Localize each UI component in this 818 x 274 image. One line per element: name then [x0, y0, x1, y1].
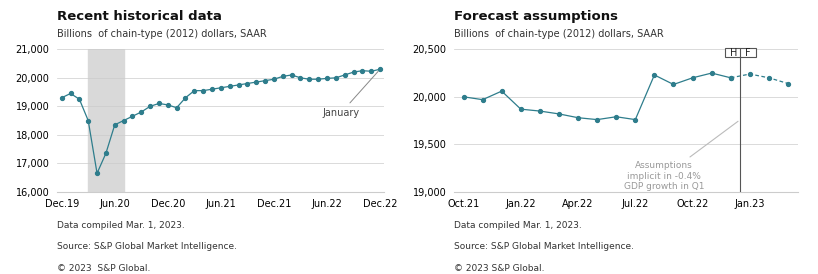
Text: Billions  of chain-type (2012) dollars, SAAR: Billions of chain-type (2012) dollars, S…	[454, 29, 663, 39]
Text: January: January	[322, 71, 378, 118]
Text: Source: S&P Global Market Intelligence.: Source: S&P Global Market Intelligence.	[454, 242, 634, 252]
FancyBboxPatch shape	[725, 48, 756, 57]
Text: © 2023 S&P Global.: © 2023 S&P Global.	[454, 264, 545, 273]
Text: H: H	[730, 48, 737, 58]
Text: Assumptions
implicit in -0.4%
GDP growth in Q1: Assumptions implicit in -0.4% GDP growth…	[623, 121, 738, 191]
Text: Recent historical data: Recent historical data	[57, 10, 222, 22]
Text: Source: S&P Global Market Intelligence.: Source: S&P Global Market Intelligence.	[57, 242, 237, 252]
Text: Forecast assumptions: Forecast assumptions	[454, 10, 618, 22]
Bar	[88, 49, 124, 192]
Text: © 2023  S&P Global.: © 2023 S&P Global.	[57, 264, 151, 273]
Text: F: F	[745, 48, 751, 58]
Text: Data compiled Mar. 1, 2023.: Data compiled Mar. 1, 2023.	[454, 221, 582, 230]
Text: Data compiled Mar. 1, 2023.: Data compiled Mar. 1, 2023.	[57, 221, 185, 230]
Text: Billions  of chain-type (2012) dollars, SAAR: Billions of chain-type (2012) dollars, S…	[57, 29, 267, 39]
